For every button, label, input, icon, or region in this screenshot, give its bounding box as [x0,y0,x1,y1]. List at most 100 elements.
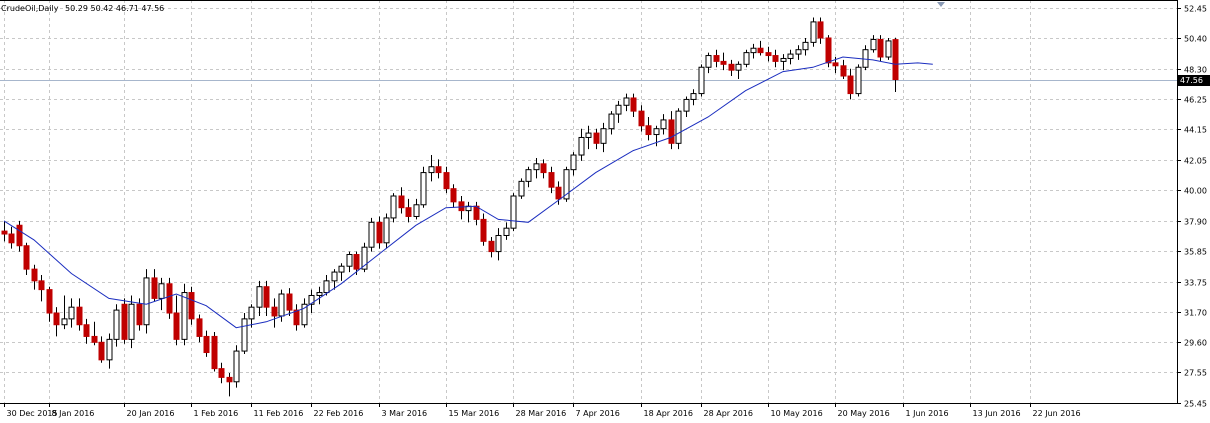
candle-body-down [53,312,60,326]
candle-body-down [825,37,832,64]
x-axis-tick-label: 30 Dec 2015 [7,409,58,418]
candle-body-up [608,113,615,130]
candle-body-down [630,97,637,112]
candle-body-down [435,166,442,174]
shift-marker-icon[interactable] [937,2,945,7]
candle-body-up [698,66,705,95]
candle-body-up [143,277,150,326]
x-axis-tick-label: 3 Mar 2016 [382,409,428,418]
candle-body-down [765,52,772,57]
y-axis-tick-label: 48.30 [1184,66,1207,75]
x-axis-tick-label: 10 May 2016 [771,409,823,418]
candle-body-up [495,234,502,253]
candle-body-down [203,335,210,354]
x-axis-tick-label: 18 Apr 2016 [644,409,693,418]
x-axis-tick-label: 13 Jun 2016 [973,409,1021,418]
candle-body-down [188,292,195,320]
y-axis-tick-label: 29.60 [1184,339,1207,348]
candle-body-up [61,318,68,326]
candle-body-up [600,128,607,144]
y-axis-tick-label: 37.90 [1184,218,1207,227]
candle-body-up [660,119,667,130]
y-axis-tick-label: 25.45 [1184,400,1207,409]
candle-body-down [46,289,53,314]
x-axis-tick-label: 7 Apr 2016 [576,409,620,418]
candles [1,17,899,397]
candle-body-down [757,47,764,54]
y-axis: 52.45 50.40 48.30 46.25 44.15 42.05 40.00 37.90… [1177,5,1207,409]
candle-body-up [795,49,802,55]
y-axis-tick-label: 40.00 [1184,187,1207,196]
candle-body-down [83,324,90,337]
candle-body-up [563,169,570,200]
candle-body-down [38,280,45,291]
x-axis-tick-label: 28 Mar 2016 [516,409,567,418]
candle-body-down [121,303,128,340]
candle-body-down [877,38,884,58]
y-axis-tick-label: 27.55 [1184,369,1207,378]
moving-average-line [3,56,933,329]
candle-body-down [8,233,15,244]
candle-body-down [293,309,300,326]
candle-body-down [832,62,839,67]
candle-body-up [735,63,742,71]
candle-body-down [398,195,405,209]
current-price-tag-background [1178,75,1210,86]
candle-body-down [847,75,854,95]
y-axis-tick-label: 42.05 [1184,157,1207,166]
candle-body-up [570,154,577,171]
candle-body-down [840,65,847,77]
candle-body-up [885,40,892,58]
candle-body-up [743,52,750,65]
candle-body-down [271,306,278,317]
y-axis-tick-label: 31.70 [1184,309,1207,318]
candle-body-up [802,41,809,51]
candle-body-up [780,57,787,62]
candle-body-up [623,97,630,106]
candle-body-down [443,172,450,190]
y-axis-tick-label: 50.40 [1184,35,1207,44]
candle-body-up [510,195,517,229]
candle-body-down [1,230,8,235]
candle-body-down [480,218,487,242]
candle-body-up [316,292,323,296]
y-axis-tick-label: 46.25 [1184,96,1207,105]
candle-body-up [675,110,682,144]
candle-body-up [278,293,285,317]
candle-body-down [892,39,899,81]
candle-body-up [585,132,592,138]
current-price-tag-label: 47.56 [1180,76,1203,85]
x-axis-tick-label: 1 Feb 2016 [194,409,239,418]
candle-body-down [286,293,293,311]
candle-body-up [241,318,248,352]
candle-body-down [720,60,727,65]
candle-body-down [458,201,465,212]
candle-body-down [376,221,383,244]
x-axis-tick-label: 20 May 2016 [838,409,890,418]
candle-body-up [128,303,135,340]
candle-body-down [98,341,105,361]
candle-body-down [405,207,412,217]
candle-body-up [420,172,427,206]
candle-body-up [390,195,397,219]
y-axis-tick-label: 44.15 [1184,126,1207,135]
candle-body-down [450,188,457,203]
candle-body-down [218,368,225,378]
candle-body-down [728,63,735,71]
candle-body-down [353,254,360,270]
candle-body-up [301,303,308,326]
candle-body-up [106,338,113,361]
candle-body-up [525,169,532,182]
candle-body-down [772,55,779,62]
candle-body-down [196,318,203,337]
candle-body-up [323,280,330,294]
candle-body-up [158,283,165,299]
candle-body-down [166,283,173,314]
candle-body-up [750,47,757,54]
x-axis-tick-label: 8 Jan 2016 [52,409,95,418]
candle-body-down [668,119,675,144]
candle-body-up [615,104,622,115]
